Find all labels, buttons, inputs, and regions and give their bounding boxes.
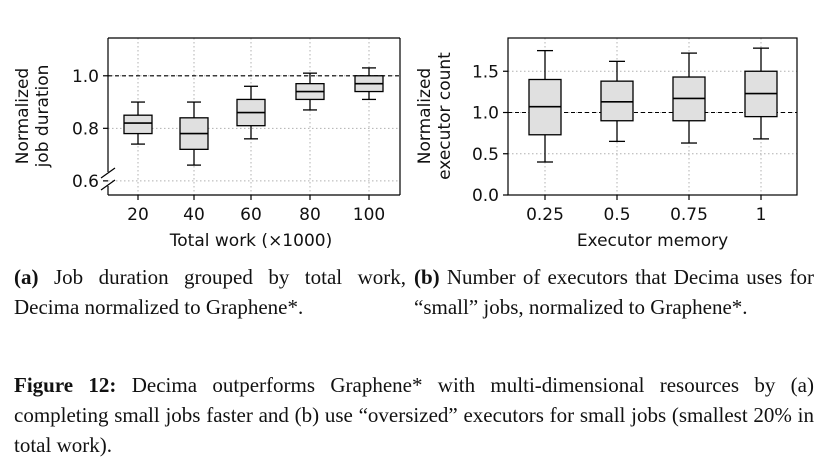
caption-a-text: Job duration grouped by total work, Deci… <box>14 265 407 319</box>
caption-b-text: Number of executors that Decima uses for… <box>414 265 815 319</box>
chart2-box-1 <box>600 80 634 122</box>
caption-b: (b) Number of executors that Decima uses… <box>414 262 814 322</box>
chart1-axis-break-mark-upper <box>100 167 116 179</box>
caption-b-tag: (b) <box>414 265 440 289</box>
chart1-xtick-label-4: 100 <box>353 205 385 225</box>
chart2-axes-frame <box>507 37 798 196</box>
chart1-box-0 <box>123 114 153 135</box>
chart2-yaxis-label-line2: executor count <box>435 52 455 180</box>
figure-charts: 0.6 0.8 1.0 20 40 60 80 100 Total work (×1000) No… <box>13 37 798 251</box>
chart1-yaxis-label-line2: job duration <box>33 65 53 169</box>
chart1-xtick-label-1: 40 <box>183 205 205 225</box>
chart2-ytick-label-3: 1.5 <box>472 62 499 82</box>
figure-caption-tag: Figure 12: <box>14 373 117 397</box>
chart1-ytick-label-0: 0.6 <box>72 172 99 192</box>
chart1-xaxis-label: Total work (×1000) <box>169 231 332 251</box>
chart2-xaxis-label: Executor memory <box>577 231 728 251</box>
chart2-xtick-label-2: 0.75 <box>670 205 708 225</box>
chart2-ytick-label-1: 0.5 <box>472 145 499 165</box>
chart1-xtick-label-3: 80 <box>299 205 321 225</box>
chart2-ytick-label-2: 1.0 <box>472 104 499 124</box>
chart1-ytick-label-2: 1.0 <box>72 67 99 87</box>
chart2-yaxis-label-line1: Normalized <box>415 68 435 164</box>
figure-caption-text: Decima outperforms Graphene* with multi-… <box>14 373 814 457</box>
chart1-axis-break-mark-lower <box>100 179 116 191</box>
caption-a-tag: (a) <box>14 265 39 289</box>
chart1-xtick-label-2: 60 <box>240 205 262 225</box>
chart2-xtick-label-1: 0.5 <box>603 205 630 225</box>
chart2-xtick-label-3: 1 <box>756 205 767 225</box>
caption-a: (a) Job duration grouped by total work, … <box>14 262 406 322</box>
chart1-xtick-label-0: 20 <box>127 205 149 225</box>
chart2-ytick-label-0: 0.0 <box>472 186 499 206</box>
figure-caption: Figure 12: Decima outperforms Graphene* … <box>14 370 814 460</box>
chart1-yaxis-label-line1: Normalized <box>13 68 33 164</box>
chart2-xtick-label-0: 0.25 <box>526 205 564 225</box>
chart1-ytick-label-1: 0.8 <box>72 119 99 139</box>
